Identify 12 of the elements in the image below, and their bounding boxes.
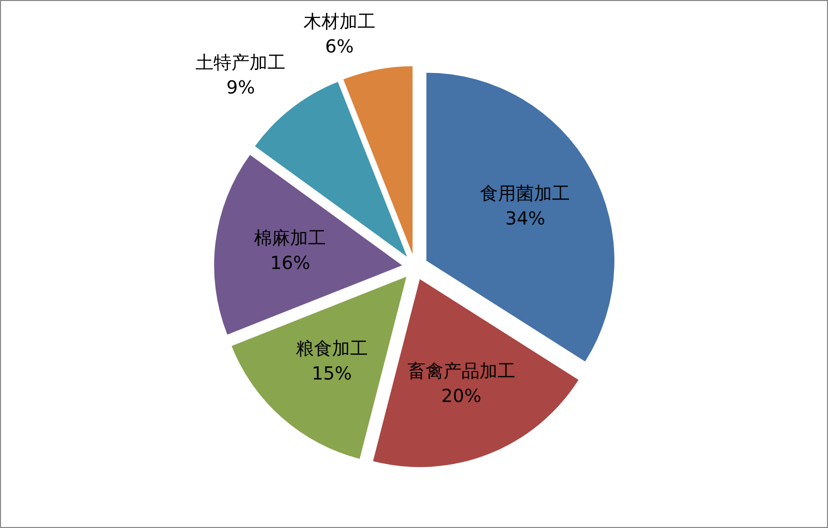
slice-label: 棉麻加工 [254,228,326,250]
slice-label: 畜禽产品加工 [407,360,516,382]
data-label: 9% [226,77,255,98]
slice-label: 木材加工 [303,12,376,33]
slice-label: 食用菌加工 [480,183,570,204]
data-label: 16% [270,253,310,274]
slice-label: 土特产加工 [196,52,286,74]
slice-label: 粮食加工 [296,338,368,360]
data-label: 20% [441,386,482,407]
data-label: 6% [325,36,354,58]
data-label: 34% [505,208,546,230]
data-label: 15% [312,363,352,384]
